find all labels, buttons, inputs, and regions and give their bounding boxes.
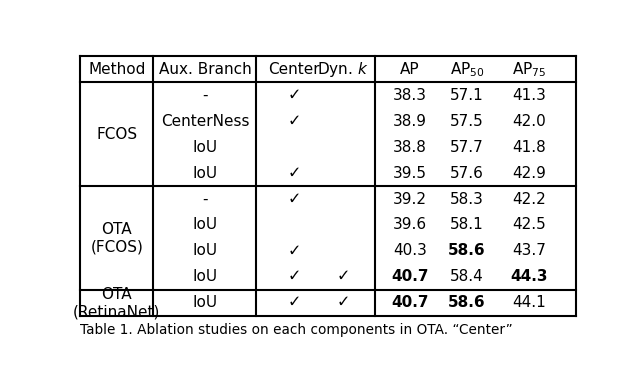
Text: 57.7: 57.7 <box>450 140 484 155</box>
Text: IoU: IoU <box>193 218 218 232</box>
Text: Center: Center <box>268 62 320 77</box>
Text: ✓: ✓ <box>287 88 301 103</box>
Text: AP$_{75}$: AP$_{75}$ <box>512 60 546 79</box>
Text: 44.3: 44.3 <box>510 269 548 284</box>
Text: IoU: IoU <box>193 140 218 155</box>
Text: ✓: ✓ <box>336 269 349 284</box>
Text: AP: AP <box>400 62 420 77</box>
Text: 39.5: 39.5 <box>393 165 427 180</box>
Text: 41.3: 41.3 <box>512 88 546 103</box>
Text: 44.1: 44.1 <box>512 295 546 310</box>
Text: IoU: IoU <box>193 269 218 284</box>
Text: ✓: ✓ <box>287 114 301 129</box>
Text: 58.6: 58.6 <box>448 244 486 259</box>
Text: 57.6: 57.6 <box>450 165 484 180</box>
Text: -: - <box>202 88 208 103</box>
Text: 40.7: 40.7 <box>391 269 429 284</box>
Text: 57.5: 57.5 <box>450 114 484 129</box>
Text: AP$_{50}$: AP$_{50}$ <box>449 60 484 79</box>
Text: 57.1: 57.1 <box>450 88 484 103</box>
Text: 42.2: 42.2 <box>512 192 546 206</box>
Text: 42.5: 42.5 <box>512 218 546 232</box>
Text: Method: Method <box>88 62 145 77</box>
Text: 58.6: 58.6 <box>448 295 486 310</box>
Text: OTA
(RetinaNet): OTA (RetinaNet) <box>73 286 161 319</box>
Text: ✓: ✓ <box>336 295 349 310</box>
Text: 43.7: 43.7 <box>512 244 546 259</box>
Text: ✓: ✓ <box>287 295 301 310</box>
Text: -: - <box>202 192 208 206</box>
Text: IoU: IoU <box>193 165 218 180</box>
Text: 58.4: 58.4 <box>450 269 484 284</box>
Text: 40.7: 40.7 <box>391 295 429 310</box>
Text: Dyn. $k$: Dyn. $k$ <box>317 60 369 79</box>
Text: 39.2: 39.2 <box>393 192 427 206</box>
Text: OTA
(FCOS): OTA (FCOS) <box>90 222 143 254</box>
Text: 38.9: 38.9 <box>393 114 427 129</box>
Text: ✓: ✓ <box>287 244 301 259</box>
Text: 58.3: 58.3 <box>450 192 484 206</box>
Text: 39.6: 39.6 <box>393 218 427 232</box>
Text: Aux. Branch: Aux. Branch <box>159 62 252 77</box>
Text: 58.1: 58.1 <box>450 218 484 232</box>
Text: ✓: ✓ <box>287 192 301 206</box>
Text: 38.8: 38.8 <box>393 140 427 155</box>
Text: ✓: ✓ <box>287 269 301 284</box>
Text: Table 1. Ablation studies on each components in OTA. “Center”: Table 1. Ablation studies on each compon… <box>80 322 513 337</box>
Text: 40.3: 40.3 <box>393 244 427 259</box>
Text: FCOS: FCOS <box>96 127 137 142</box>
Text: ✓: ✓ <box>287 165 301 180</box>
Text: CenterNess: CenterNess <box>161 114 249 129</box>
Text: 42.9: 42.9 <box>512 165 546 180</box>
Text: 41.8: 41.8 <box>512 140 546 155</box>
Text: 38.3: 38.3 <box>393 88 427 103</box>
Text: 42.0: 42.0 <box>512 114 546 129</box>
Text: IoU: IoU <box>193 295 218 310</box>
Text: IoU: IoU <box>193 244 218 259</box>
